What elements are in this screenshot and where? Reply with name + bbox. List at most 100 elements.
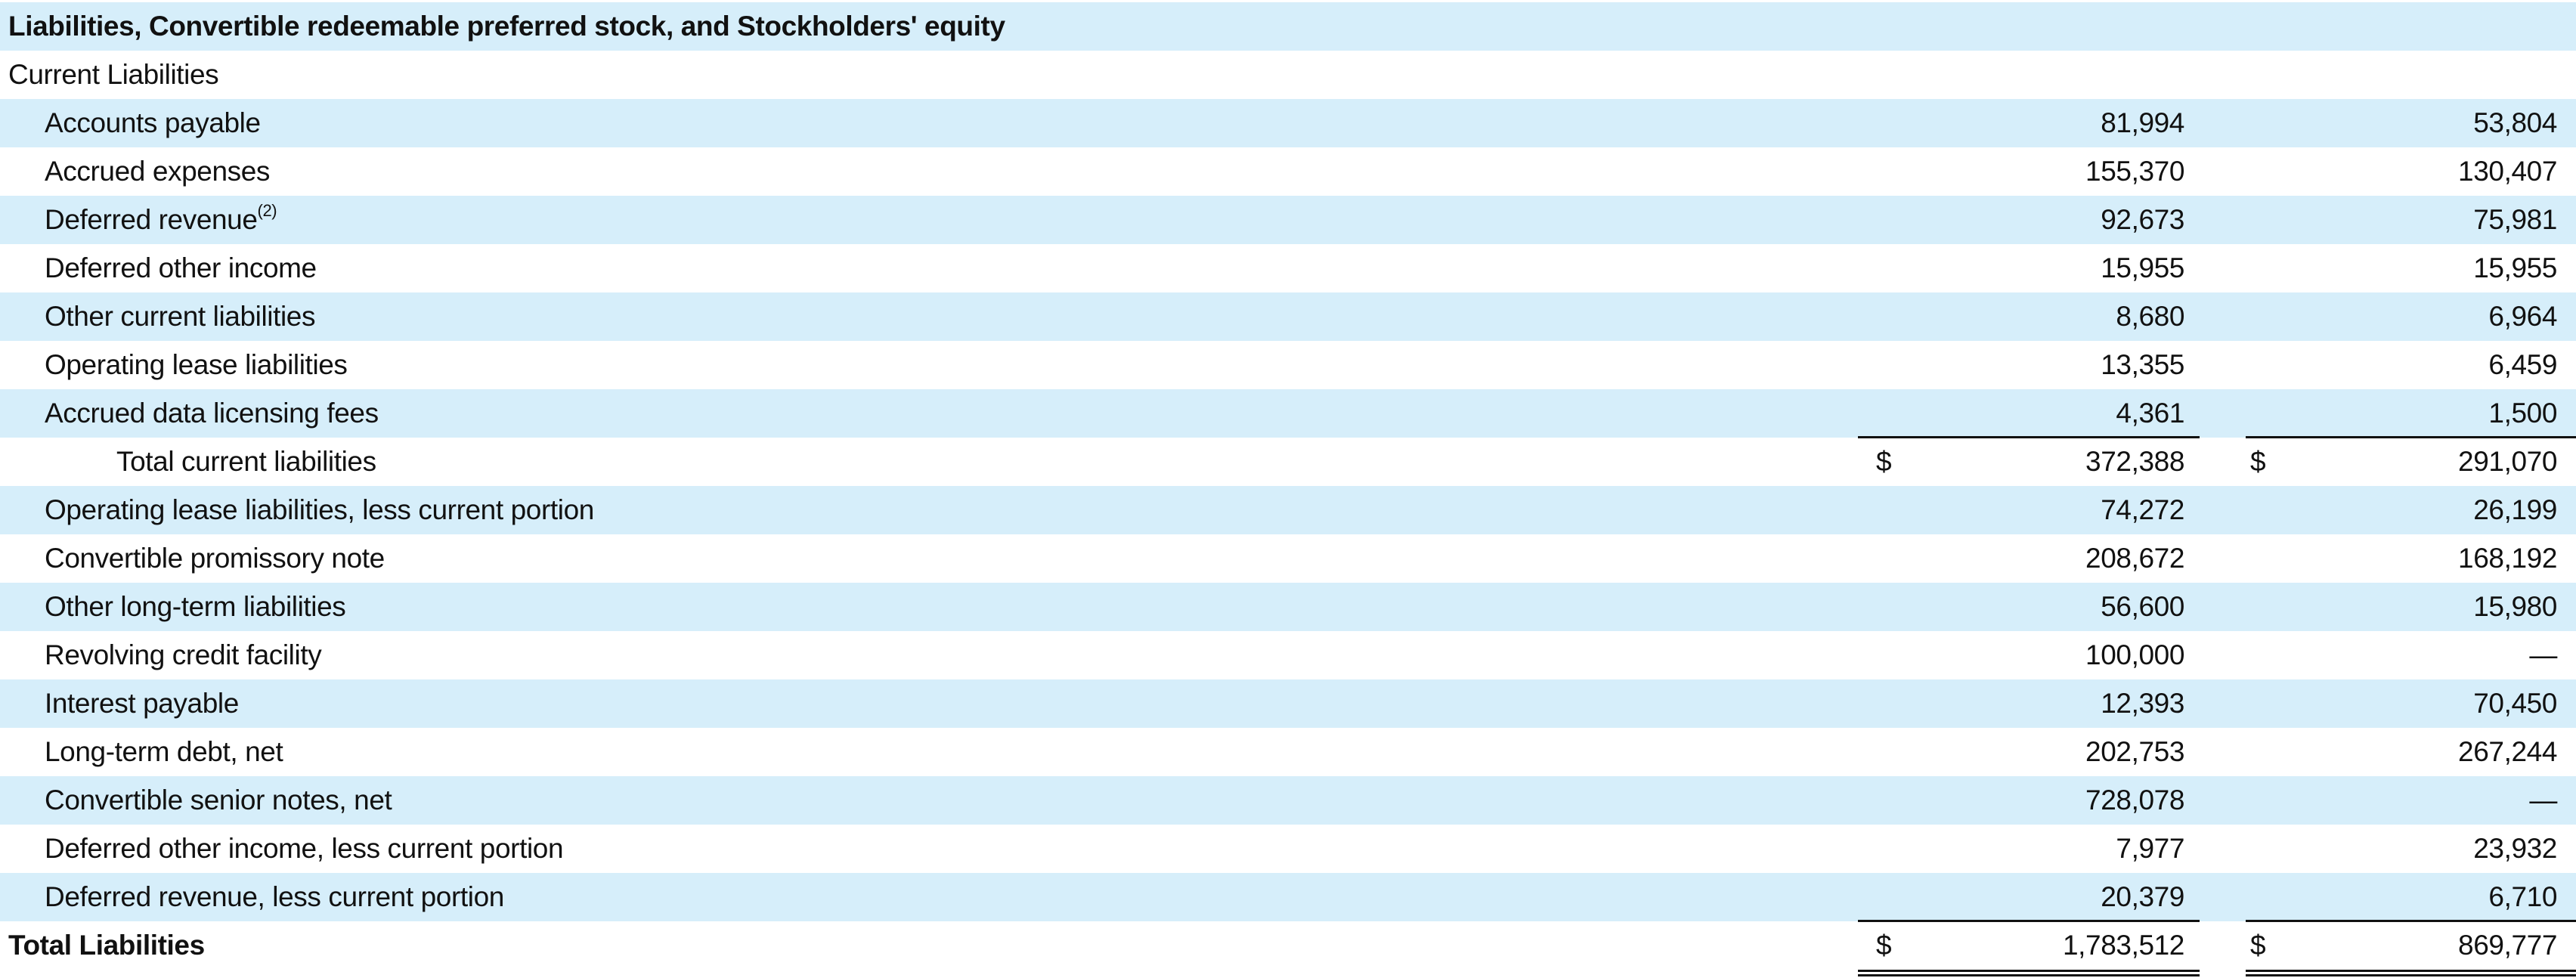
total-col2: 869,777 — [2458, 930, 2557, 961]
row-label-text: Revolving credit facility — [45, 639, 322, 670]
table-row: Deferred revenue, less current portion 20… — [0, 873, 2576, 921]
value-col2: — — [2529, 639, 2557, 670]
value-col1: 15,955 — [2101, 252, 2184, 283]
value-col2: 6,710 — [2488, 881, 2557, 912]
total-label: Total Liabilities — [8, 930, 205, 961]
row-label: Deferred revenue, less current portion — [45, 873, 504, 921]
row-label: Deferred revenue(2) — [45, 196, 277, 244]
footnote-ref: (2) — [257, 200, 277, 220]
row-label: Deferred other income, less current port… — [45, 825, 564, 873]
value-col2: 15,980 — [2473, 591, 2557, 622]
value-col1: 202,753 — [2085, 736, 2184, 767]
total-rule — [1858, 920, 2200, 922]
row-label-text: Deferred other income, less current port… — [45, 833, 564, 864]
currency-symbol: $ — [1876, 930, 1892, 961]
value-col1: 74,272 — [2101, 494, 2184, 525]
value-col2: 23,932 — [2473, 833, 2557, 864]
row-label-text: Accrued expenses — [45, 156, 271, 187]
value-col2: 6,964 — [2488, 301, 2557, 332]
row-label-text: Operating lease liabilities, less curren… — [45, 494, 594, 525]
value-col1: 12,393 — [2101, 688, 2184, 719]
table-row: Convertible promissory note 208,672 168,19… — [0, 534, 2576, 583]
section-row: Current Liabilities — [0, 51, 2576, 99]
row-label-text: Convertible senior notes, net — [45, 785, 392, 816]
row-label-text: Total current liabilities — [116, 446, 376, 477]
table-row: Accrued expenses 155,370 130,407 — [0, 147, 2576, 196]
section-label: Current Liabilities — [8, 59, 219, 90]
table-row: Accounts payable 81,994 53,804 — [0, 99, 2576, 147]
total-col1: 1,783,512 — [2062, 930, 2184, 961]
row-label: Operating lease liabilities, less curren… — [45, 486, 594, 534]
value-col1: 13,355 — [2101, 349, 2184, 380]
value-col2: 15,955 — [2473, 252, 2557, 283]
value-col2: 130,407 — [2458, 156, 2557, 187]
row-label-text: Deferred revenue — [45, 204, 258, 235]
value-col1: 208,672 — [2085, 543, 2184, 574]
table-row: Long-term debt, net 202,753 267,244 — [0, 728, 2576, 776]
table-header: Liabilities, Convertible redeemable pref… — [8, 11, 1005, 42]
value-col2: 6,459 — [2488, 349, 2557, 380]
value-col2: 267,244 — [2458, 736, 2557, 767]
currency-symbol: $ — [2250, 930, 2266, 961]
table-row: Deferred other income, less current port… — [0, 825, 2576, 873]
value-col1: 20,379 — [2101, 881, 2184, 912]
value-col2: 1,500 — [2488, 398, 2557, 429]
row-label: Accrued data licensing fees — [45, 389, 379, 438]
value-col2: 75,981 — [2473, 204, 2557, 235]
row-label-text: Convertible promissory note — [45, 543, 385, 574]
value-col1: 7,977 — [2116, 833, 2184, 864]
row-label: Long-term debt, net — [45, 728, 283, 776]
table-row: Other current liabilities 8,680 6,964 — [0, 292, 2576, 341]
currency-symbol: $ — [2250, 446, 2266, 477]
value-col2: 70,450 — [2473, 688, 2557, 719]
table-row: Accrued data licensing fees 4,361 1,500 — [0, 389, 2576, 438]
row-label: Convertible senior notes, net — [45, 776, 392, 825]
table-header-row: Liabilities, Convertible redeemable pref… — [0, 2, 2576, 51]
value-col1: 4,361 — [2116, 398, 2184, 429]
total-rule — [2246, 920, 2576, 922]
subtotal-row: Total current liabilities 372,388 291,070 $… — [0, 436, 2576, 486]
table-row: Revolving credit facility 100,000 — — [0, 631, 2576, 679]
row-label: Deferred other income — [45, 244, 317, 292]
value-col1: 56,600 — [2101, 591, 2184, 622]
value-col1: 100,000 — [2085, 639, 2184, 670]
row-label: Other long-term liabilities — [45, 583, 346, 631]
table-row: Deferred revenue(2) 92,673 75,981 — [0, 196, 2576, 244]
row-label-text: Deferred revenue, less current portion — [45, 881, 504, 912]
table-row: Interest payable 12,393 70,450 — [0, 679, 2576, 728]
value-col1: 81,994 — [2101, 107, 2184, 138]
row-label: Total current liabilities — [116, 438, 376, 486]
row-label-text: Accounts payable — [45, 107, 261, 138]
value-col1: 728,078 — [2085, 785, 2184, 816]
table-row: Convertible senior notes, net 728,078 — — [0, 776, 2576, 825]
currency-symbol: $ — [1876, 446, 1892, 477]
value-col2: 26,199 — [2473, 494, 2557, 525]
row-label: Operating lease liabilities — [45, 341, 348, 389]
row-label: Accounts payable — [45, 99, 261, 147]
value-col1: 8,680 — [2116, 301, 2184, 332]
row-label: Interest payable — [45, 679, 239, 728]
double-underline — [2246, 970, 2576, 976]
row-label-text: Operating lease liabilities — [45, 349, 348, 380]
value-col2: — — [2529, 785, 2557, 816]
value-col2: 168,192 — [2458, 543, 2557, 574]
table-row: Other long-term liabilities 56,600 15,980 — [0, 583, 2576, 631]
value-col2: 291,070 — [2458, 446, 2557, 477]
value-col1: 372,388 — [2085, 446, 2184, 477]
value-col2: 53,804 — [2473, 107, 2557, 138]
row-label-text: Other long-term liabilities — [45, 591, 346, 622]
row-label-text: Accrued data licensing fees — [45, 398, 379, 429]
row-label-text: Long-term debt, net — [45, 736, 283, 767]
row-label: Revolving credit facility — [45, 631, 322, 679]
table-row: Operating lease liabilities 13,355 6,459 — [0, 341, 2576, 389]
row-label-text: Interest payable — [45, 688, 239, 719]
row-label: Other current liabilities — [45, 292, 315, 341]
total-row: Total Liabilities $ $1,783,512 869,777 — [0, 920, 2576, 976]
row-label-text: Other current liabilities — [45, 301, 316, 332]
value-col1: 92,673 — [2101, 204, 2184, 235]
subtotal-rule — [2246, 436, 2576, 438]
row-label-text: Deferred other income — [45, 252, 317, 283]
row-label: Accrued expenses — [45, 147, 270, 196]
table-row: Deferred other income 15,955 15,955 — [0, 244, 2576, 292]
